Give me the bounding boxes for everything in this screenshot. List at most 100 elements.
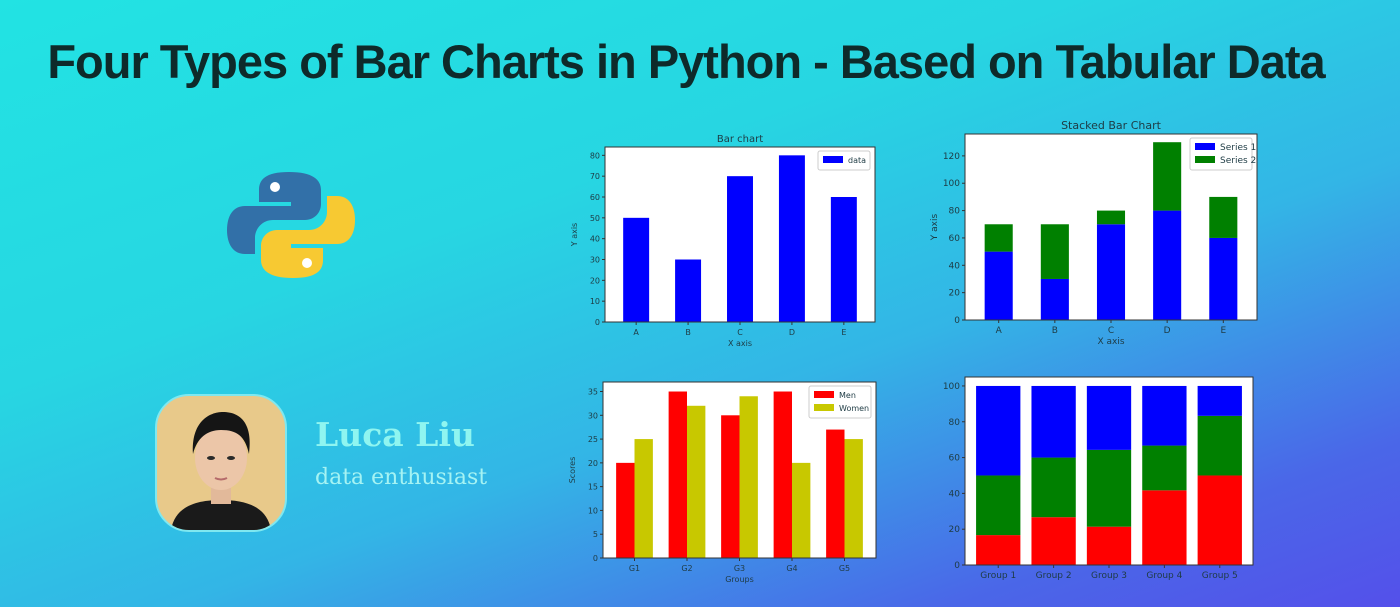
y-tick-label: 25: [588, 435, 598, 444]
bar-segment-3-group-1: [976, 385, 1021, 476]
y-tick-label: 80: [949, 418, 961, 428]
x-tick-label: E: [841, 328, 846, 337]
x-tick-label: C: [1108, 326, 1114, 336]
x-tick-label: Group 2: [1036, 571, 1072, 581]
legend-swatch: [823, 156, 843, 163]
y-tick-label: 100: [943, 179, 960, 189]
y-tick-label: 30: [588, 411, 598, 420]
bar-segment-3-group-4: [1142, 385, 1187, 446]
x-tick-label: Group 1: [980, 571, 1016, 581]
bar-data-c: [727, 176, 753, 322]
y-tick-label: 0: [593, 554, 598, 563]
legend-label: Series 1: [1220, 143, 1256, 153]
author-tagline: data enthusiast: [315, 465, 488, 490]
y-tick-label: 10: [590, 297, 600, 306]
y-tick-label: 120: [943, 152, 960, 162]
legend: data: [817, 150, 871, 171]
x-axis-label: Groups: [725, 575, 754, 584]
chart-2: 0 20 40 60 80 100 120 A B C D E Stacked Bar Chart X a…: [930, 119, 1258, 347]
bar-men-g4: [773, 391, 792, 558]
bar-series-2-d: [1153, 142, 1182, 211]
y-tick-label: 15: [588, 483, 598, 492]
bar-segment-1-group-1: [976, 535, 1021, 565]
legend-swatch: [1195, 143, 1215, 150]
chart-4: 0 20 40 60 80 100 Group 1 Group 2 Group 3 Group 4…: [943, 376, 1254, 581]
author-photo: [155, 394, 287, 532]
y-tick-label: 20: [588, 459, 598, 468]
x-tick-label: Group 4: [1146, 571, 1182, 581]
x-axis-label: X axis: [1097, 337, 1124, 347]
bar-segment-2-group-1: [976, 475, 1021, 536]
bar-series-1-c: [1096, 224, 1126, 320]
bar-men-g3: [721, 415, 740, 558]
bar-segment-3-group-3: [1086, 385, 1132, 450]
bar-series-1-e: [1209, 237, 1238, 320]
page-title: Four Types of Bar Charts in Python - Bas…: [47, 35, 1325, 88]
bar-men-g2: [668, 391, 687, 558]
x-tick-label: A: [633, 328, 639, 337]
bar-data-e: [830, 197, 857, 322]
bar-segment-2-group-2: [1031, 457, 1076, 518]
x-tick-label: B: [685, 328, 691, 337]
bar-women-g1: [634, 439, 653, 558]
bar-segment-1-group-4: [1142, 490, 1187, 565]
y-tick-label: 70: [590, 172, 600, 181]
chart-title: Bar chart: [717, 134, 763, 145]
y-tick-label: 100: [943, 382, 960, 392]
legend-label: Women: [839, 404, 869, 413]
bar-men-g1: [616, 462, 635, 558]
y-tick-label: 80: [590, 151, 600, 160]
x-tick-label: C: [737, 328, 743, 337]
bar-series-1-a: [984, 251, 1013, 320]
y-tick-label: 0: [595, 318, 600, 327]
bar-series-2-c: [1096, 210, 1126, 225]
x-tick-label: A: [996, 326, 1003, 336]
y-tick-label: 50: [590, 214, 600, 223]
bar-series-2-e: [1209, 196, 1238, 238]
y-tick-label: 0: [954, 316, 960, 326]
bar-men-g5: [826, 429, 845, 558]
x-axis-label: X axis: [728, 339, 752, 348]
x-tick-label: G2: [681, 564, 692, 573]
legend-label: Series 2: [1220, 156, 1256, 166]
y-axis-label: Y axis: [570, 223, 579, 247]
x-tick-label: Group 5: [1202, 571, 1238, 581]
y-tick-label: 40: [590, 235, 600, 244]
chart-3: 0 5 10 15 20 25 30 35 G1 G2 G3 G4 G5 Groups Scores Men W…: [568, 381, 877, 584]
bar-segment-2-group-5: [1197, 415, 1242, 476]
bar-women-g4: [792, 462, 811, 558]
bar-series-1-b: [1040, 278, 1069, 320]
bar-women-g5: [844, 439, 863, 558]
y-tick-label: 60: [949, 454, 961, 464]
python-logo-icon: [227, 172, 355, 278]
bar-segment-2-group-4: [1142, 445, 1187, 491]
x-tick-label: G1: [629, 564, 640, 573]
legend-swatch: [1195, 156, 1215, 163]
y-tick-label: 30: [590, 256, 600, 265]
y-tick-label: 20: [949, 289, 961, 299]
y-tick-label: 35: [588, 388, 598, 397]
x-tick-label: D: [789, 328, 795, 337]
x-tick-label: E: [1220, 326, 1226, 336]
x-tick-label: B: [1052, 326, 1058, 336]
y-tick-label: 40: [949, 261, 961, 271]
x-tick-label: G4: [786, 564, 797, 573]
legend-box: [817, 150, 871, 171]
y-tick-label: 80: [949, 207, 961, 217]
bar-data-d: [778, 155, 805, 322]
bar-segment-1-group-3: [1086, 526, 1132, 565]
bar-segment-1-group-2: [1031, 517, 1076, 565]
y-tick-label: 40: [949, 489, 961, 499]
x-tick-label: Group 3: [1091, 571, 1127, 581]
bar-segment-1-group-5: [1197, 475, 1242, 565]
legend-swatch: [814, 391, 834, 398]
bar-segment-3-group-2: [1031, 385, 1076, 458]
y-tick-label: 20: [590, 276, 600, 285]
y-tick-label: 10: [588, 506, 598, 515]
y-axis-label: Y axis: [930, 213, 940, 241]
bar-series-1-d: [1153, 210, 1182, 320]
legend-label: Men: [839, 391, 856, 400]
bar-women-g2: [687, 405, 706, 558]
legend: Series 1 Series 2: [1189, 137, 1256, 171]
